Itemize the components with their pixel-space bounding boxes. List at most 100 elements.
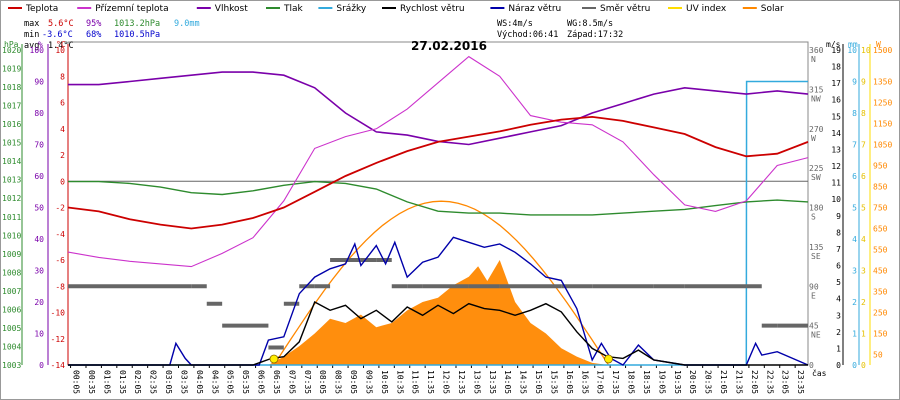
x-tick-label-6: 03:05 [164,370,173,394]
sunset-marker [604,354,613,364]
axis-c-unit: °C [56,40,66,49]
x-tick-label-42: 21:05 [719,370,728,394]
legend-label-5: Rychlost větru [400,4,465,14]
x-tick-label-8: 04:05 [195,370,204,394]
sunrise-marker [269,354,279,364]
ms-tick-1: 18 [831,63,841,72]
c-tick-0: 10 [55,46,65,55]
axis-hpa-unit: hPa [4,40,19,49]
axis-ms-unit: m/s [826,40,841,49]
x-tick-label-43: 21:35 [734,370,743,394]
hpa-tick-7: 1013 [2,176,21,185]
ms-tick-9: 10 [831,195,841,204]
legend-label-3: Tlak [283,4,304,14]
hpa-tick-5: 1015 [2,139,21,148]
pct-tick-2: 80 [34,109,44,118]
w-tick-5: 950 [873,162,888,171]
c-tick-1: 8 [60,72,65,81]
mm-tick-1: 9 [852,78,857,87]
dir-label-2: W [811,134,816,143]
series-pressure [68,180,809,216]
series-wind-speed [68,301,808,366]
ms-tick-14: 5 [836,278,841,287]
uv-tick-1: 9 [861,78,866,87]
stat-avg-label: avg [24,41,39,51]
ms-tick-4: 15 [831,112,841,121]
c-tick-5: 0 [60,177,65,186]
x-tick-label-38: 19:05 [657,370,666,394]
x-tick-label-35: 17:35 [611,370,620,394]
x-tick-label-31: 15:35 [549,370,558,394]
stat-ws: WS:4m/s [497,19,533,29]
w-tick-3: 1150 [873,120,892,129]
mm-tick-5: 5 [852,204,857,213]
ms-tick-19: 0 [836,361,841,370]
x-tick-label-1: 00:35 [87,370,96,394]
ms-tick-7: 12 [831,162,841,171]
dir-label-1: NW [811,94,821,103]
x-tick-label-0: 00:05 [72,370,81,394]
hpa-tick-10: 1010 [2,231,21,240]
ms-tick-12: 7 [836,245,841,254]
x-tick-label-23: 11:35 [426,370,435,394]
axis-mm-unit: mm [848,40,858,49]
stat-min-press: 1010.5hPa [114,30,160,40]
c-tick-9: -8 [55,282,65,291]
w-tick-8: 650 [873,225,888,234]
ms-tick-10: 9 [836,212,841,221]
legend-label-0: Teplota [25,4,58,14]
series-wind-gust [68,236,809,366]
hpa-tick-12: 1008 [2,268,21,277]
ms-tick-18: 1 [836,344,841,353]
ms-tick-15: 4 [836,295,841,304]
ms-tick-0: 19 [831,46,841,55]
x-tick-label-33: 16:35 [580,370,589,394]
mm-tick-9: 1 [852,330,857,339]
stat-avg-temp: 1.4°C [48,41,74,51]
c-tick-7: -4 [55,230,65,239]
series-ground-temp [67,55,809,268]
x-tick-label-9: 04:35 [210,370,219,394]
series-solar-area [268,260,608,365]
stat-min-hum: 68% [86,30,101,40]
hpa-tick-6: 1014 [2,157,21,166]
uv-tick-5: 5 [861,204,866,213]
legend-label-6: Náraz větru [508,4,561,14]
w-tick-12: 250 [873,309,888,318]
ms-tick-8: 11 [831,179,841,188]
x-tick-label-39: 19:35 [673,370,682,394]
c-tick-8: -6 [55,256,65,265]
dir-label-0: N [811,55,816,64]
c-tick-4: 2 [60,151,65,160]
legend-label-7: Směr větru [600,4,650,14]
x-tick-label-36: 18:05 [627,370,636,394]
x-tick-label-13: 06:35 [272,370,281,394]
pct-tick-9: 10 [34,330,44,339]
c-tick-10: -10 [51,309,66,318]
x-tick-label-41: 20:35 [704,370,713,394]
w-tick-0: 1500 [873,46,892,55]
w-tick-11: 350 [873,288,888,297]
ms-tick-5: 14 [831,129,841,138]
pct-tick-1: 90 [34,78,44,87]
x-tick-label-24: 12:05 [442,370,451,394]
pct-tick-3: 70 [34,141,44,150]
ms-tick-2: 17 [831,79,841,88]
stat-max-hum: 95% [86,19,101,29]
hpa-tick-14: 1006 [2,305,21,314]
dir-label-3: SW [811,173,821,182]
hpa-tick-2: 1018 [2,83,21,92]
mm-tick-8: 2 [852,298,857,307]
uv-tick-9: 1 [861,330,866,339]
c-tick-12: -14 [51,361,66,370]
series-temperature [67,115,809,230]
x-tick-label-47: 23:35 [796,370,805,394]
x-tick-label-16: 08:05 [318,370,327,394]
w-tick-10: 450 [873,267,888,276]
pct-tick-10: 0 [39,361,44,370]
x-unit-label: čas [812,368,827,378]
uv-tick-0: 10 [861,46,871,55]
mm-tick-6: 4 [852,235,857,244]
ms-tick-11: 8 [836,228,841,237]
